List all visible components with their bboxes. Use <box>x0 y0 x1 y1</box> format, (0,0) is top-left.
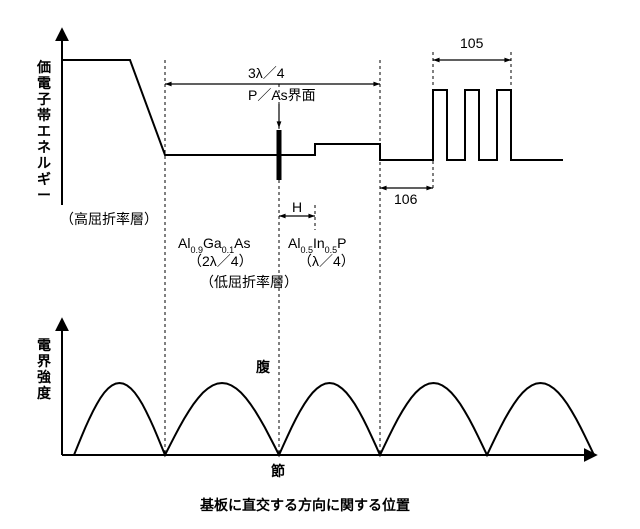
label-106: 106 <box>394 191 418 207</box>
label-high-index: （高屈折率層） <box>60 211 158 227</box>
label-low-index: （低屈折率層） <box>200 274 298 290</box>
label-antinode: 腹 <box>256 359 271 375</box>
label-x-caption: 基板に直交する方向に関する位置 <box>200 497 410 513</box>
label-3lambda4: 3λ／4 <box>248 65 285 81</box>
label-105: 105 <box>460 35 484 51</box>
bottom-y-label: 電界強度 <box>37 337 52 401</box>
label-left-material-2: （2λ／4） <box>188 253 253 269</box>
label-H: H <box>292 199 302 215</box>
top-y-label: 価電子帯エネルギー <box>36 59 51 203</box>
label-node: 節 <box>271 463 285 479</box>
label-right-material-2: （λ／4） <box>298 253 355 269</box>
label-interface: P／As界面 <box>248 87 316 103</box>
